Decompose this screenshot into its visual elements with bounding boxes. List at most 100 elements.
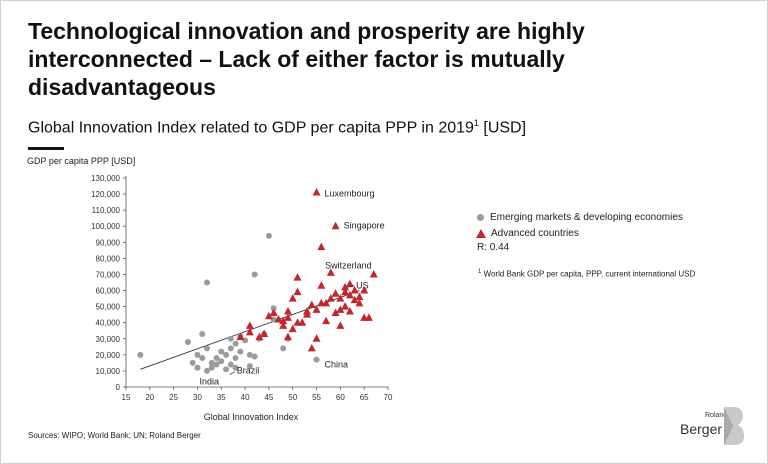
x-axis: 15 20 25 30 35 40 45 50 55 60 65 70 <box>122 386 393 402</box>
data-point-advanced <box>245 321 254 329</box>
data-point-advanced <box>345 290 354 299</box>
x-tick-label: 50 <box>288 393 297 402</box>
y-tick-label: 40,000 <box>96 319 121 328</box>
data-point-advanced <box>331 308 340 317</box>
chart-legend: Emerging markets & developing economies … <box>476 209 683 253</box>
logo-text-berger: Berger <box>680 421 723 437</box>
x-tick-label: 45 <box>264 393 273 402</box>
data-point-emerging <box>232 355 239 362</box>
data-point-emerging <box>232 364 239 371</box>
annotation-label: India <box>200 377 220 387</box>
footnote: 1 World Bank GDP per capita, PPP, curren… <box>478 269 695 279</box>
roland-berger-logo: Roland Berger <box>680 404 746 450</box>
x-tick-label: 55 <box>312 393 321 402</box>
data-point-emerging <box>194 364 201 371</box>
annotation-label: Luxembourg <box>325 188 375 198</box>
y-axis: 0 10,000 20,000 30,000 40,000 50,000 60,000 70,… <box>91 174 127 392</box>
data-point-advanced <box>369 269 378 278</box>
logo-text-roland: Roland <box>705 412 728 419</box>
y-tick-label: 90,000 <box>96 238 121 247</box>
y-tick-label: 10,000 <box>96 367 121 376</box>
subtitle-text: Global Innovation Index related to GDP p… <box>28 119 474 137</box>
data-point-advanced <box>274 314 283 323</box>
y-tick-label: 50,000 <box>96 303 121 312</box>
x-tick-label: 65 <box>360 393 369 402</box>
data-point-advanced <box>341 287 350 296</box>
legend-label-emerging: Emerging markets & developing economies <box>490 211 683 223</box>
data-point-advanced <box>293 287 302 296</box>
data-point-emerging <box>208 364 215 371</box>
data-point-emerging <box>246 351 253 358</box>
circle-marker-icon <box>477 213 484 221</box>
data-point-advanced <box>283 306 292 315</box>
data-point-advanced <box>322 298 331 307</box>
data-point-advanced <box>312 187 321 196</box>
y-tick-label: 80,000 <box>96 254 121 263</box>
data-point-advanced <box>293 273 302 281</box>
data-point-emerging <box>227 335 234 342</box>
x-tick-label: 25 <box>169 393 178 402</box>
data-point-advanced <box>326 268 335 276</box>
annotation-label: Singapore <box>344 221 385 231</box>
y-tick-label: 70,000 <box>96 270 121 279</box>
data-point-emerging <box>194 351 201 358</box>
data-point-emerging <box>313 356 320 363</box>
data-point-emerging <box>203 345 210 352</box>
data-point-advanced <box>336 305 345 313</box>
y-tick-label: 0 <box>116 383 121 392</box>
data-point-advanced <box>331 221 340 230</box>
data-point-advanced <box>283 313 292 321</box>
data-point-advanced <box>279 316 288 325</box>
data-point-advanced <box>317 242 326 251</box>
data-point-emerging <box>237 348 244 355</box>
x-axis-label: Global Innovation Index <box>204 412 299 422</box>
data-point-advanced <box>355 292 364 300</box>
data-point-advanced <box>264 311 273 320</box>
annotation-label: US <box>356 280 369 290</box>
data-point-advanced <box>236 332 245 341</box>
data-point-emerging <box>232 340 239 347</box>
data-point-advanced <box>322 316 331 325</box>
data-point-emerging <box>251 353 258 360</box>
legend-label-advanced: Advanced countries <box>491 227 579 239</box>
data-point-advanced <box>298 318 307 326</box>
x-tick-label: 60 <box>336 393 345 402</box>
data-point-advanced <box>312 334 321 342</box>
x-tick-label: 30 <box>193 393 202 402</box>
annotation-arrow <box>347 284 355 288</box>
data-point-advanced <box>341 302 350 310</box>
data-point-advanced <box>350 286 359 294</box>
data-point-emerging <box>218 348 225 355</box>
data-point-advanced <box>279 321 288 329</box>
data-point-emerging <box>199 330 206 337</box>
annotations: Luxembourg Singapore Switzerland US China Bra… <box>200 188 385 386</box>
legend-item-emerging: Emerging markets & developing economies <box>476 209 683 225</box>
x-tick-label: 20 <box>145 393 154 402</box>
data-point-advanced <box>336 321 345 329</box>
data-point-advanced <box>307 300 316 309</box>
x-tick-label: 35 <box>217 393 226 402</box>
data-point-emerging <box>270 305 277 312</box>
annotation-line <box>229 371 235 375</box>
data-point-emerging <box>184 338 191 345</box>
data-point-advanced <box>288 324 297 333</box>
data-point-advanced <box>269 308 278 317</box>
legend-item-advanced: Advanced countries <box>476 225 683 241</box>
chart-subtitle: Global Innovation Index related to GDP p… <box>28 113 526 138</box>
data-point-advanced <box>283 332 292 341</box>
data-point-emerging <box>213 361 220 368</box>
y-tick-label: 110,000 <box>92 206 121 215</box>
data-point-advanced <box>355 298 364 307</box>
y-tick-label: 130,000 <box>91 174 120 183</box>
data-point-advanced <box>312 305 321 313</box>
data-point-advanced <box>303 306 312 315</box>
data-point-advanced <box>317 281 326 289</box>
data-point-advanced <box>350 295 359 304</box>
sources-note: Sources: WIPO; World Bank; UN; Roland Be… <box>28 431 201 440</box>
data-point-advanced <box>341 282 350 291</box>
y-axis-label: GDP per capita PPP [USD] <box>27 156 135 166</box>
data-point-emerging <box>246 363 253 370</box>
subtitle-unit: [USD] <box>478 119 527 137</box>
data-point-advanced <box>345 306 354 315</box>
data-point-advanced <box>260 329 269 337</box>
